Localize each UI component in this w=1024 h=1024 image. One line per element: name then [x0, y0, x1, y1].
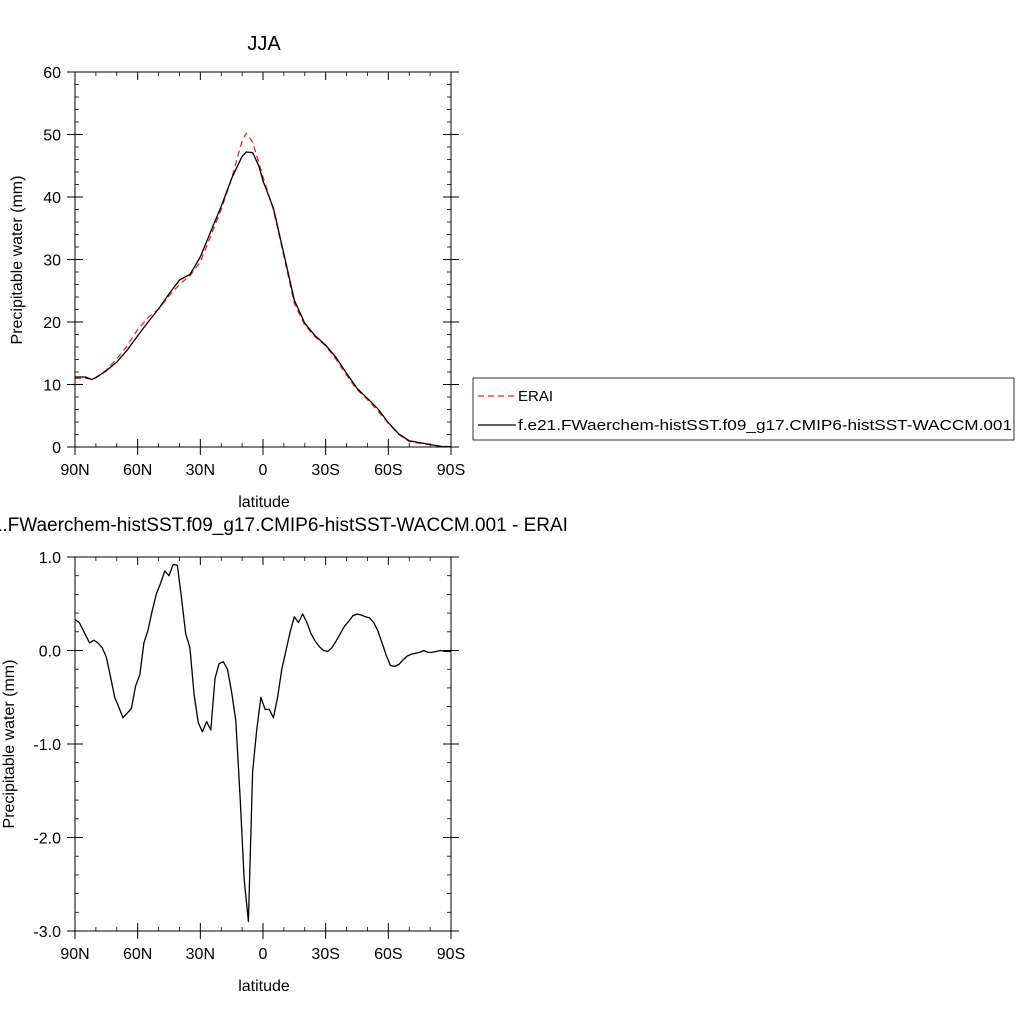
top-panel: JJA latitude Precipitable water (mm) 90N… [9, 33, 465, 511]
series-line-f-e21-fwaerchem-histsst-f09-g17-cmip6-hi [75, 151, 452, 448]
x-tick-label: 90S [437, 462, 465, 479]
y-tick-label: 40 [43, 190, 61, 207]
top-axis-ticks [67, 71, 459, 455]
x-tick-label: 30S [311, 946, 339, 963]
x-tick-label: 90S [437, 946, 465, 963]
top-chart-title: JJA [247, 33, 281, 55]
bottom-axis-ticks [67, 556, 459, 939]
x-tick-label: 60S [374, 946, 402, 963]
x-tick-label: 30N [186, 462, 215, 479]
x-tick-label: 0 [259, 946, 268, 963]
y-tick-label: -2.0 [33, 831, 61, 848]
series-line-erai [75, 132, 452, 448]
legend-box [472, 377, 1015, 441]
bottom-series-lines [74, 563, 451, 923]
y-tick-label: 1.0 [39, 550, 61, 567]
x-tick-label: 60N [123, 946, 152, 963]
y-tick-label: 50 [43, 128, 61, 145]
y-tick-label: 20 [43, 315, 61, 332]
legend: ERAI f.e21.FWaerchem-histSST.f09_g17.CMI… [472, 377, 1015, 441]
series-line-difference [74, 563, 451, 923]
x-tick-label: 90N [60, 946, 89, 963]
top-series-lines [75, 132, 452, 448]
bottom-tick-labels: 90N 60N 30N 0 30S 60S 90S -3.0 -2.0 -1.0 0.0 1.0 [33, 550, 465, 963]
y-tick-label: 30 [43, 253, 61, 270]
x-tick-label: 60N [123, 462, 152, 479]
bottom-panel: f.e21.FWaerchem-histSST.f09_g17.CMIP6-hi… [0, 515, 568, 995]
y-tick-label: 0.0 [39, 644, 61, 661]
x-tick-label: 30N [186, 946, 215, 963]
y-tick-label: 60 [43, 65, 61, 82]
x-tick-label: 60S [374, 462, 402, 479]
top-tick-labels: 90N 60N 30N 0 30S 60S 90S 0 10 20 30 40 50 60 [43, 65, 465, 479]
y-tick-label: -3.0 [33, 924, 61, 941]
bottom-y-axis-label: Precipitable water (mm) [1, 660, 18, 829]
top-y-axis-label: Precipitable water (mm) [9, 176, 26, 345]
x-tick-label: 90N [60, 462, 89, 479]
y-tick-label: 0 [52, 440, 61, 457]
top-plot-frame [74, 71, 452, 448]
legend-label-model: f.e21.FWaerchem-histSST.f09_g17.CMIP6-hi… [518, 417, 1012, 434]
y-tick-label: -1.0 [33, 737, 61, 754]
bottom-chart-title: f.e21.FWaerchem-histSST.f09_g17.CMIP6-hi… [0, 515, 568, 536]
legend-label-erai: ERAI [518, 388, 553, 405]
bottom-plot-frame [74, 556, 452, 932]
x-tick-label: 30S [311, 462, 339, 479]
x-tick-label: 0 [259, 462, 268, 479]
y-tick-label: 10 [43, 378, 61, 395]
top-x-axis-label: latitude [238, 494, 290, 511]
bottom-x-axis-label: latitude [238, 978, 290, 995]
